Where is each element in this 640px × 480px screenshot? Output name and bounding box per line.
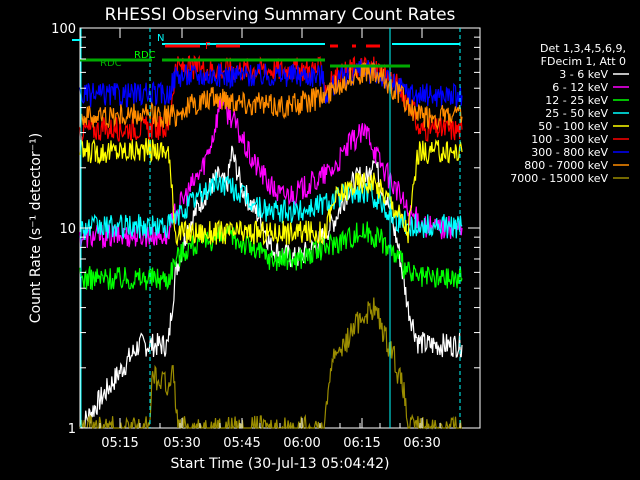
x-axis-label: Start Time (30-Jul-13 05:04:42) bbox=[170, 456, 389, 472]
series-layer bbox=[79, 54, 463, 430]
y-axis-label: Count Rate (s⁻¹ detector⁻¹) bbox=[28, 133, 44, 323]
chart-title: RHESSI Observing Summary Count Rates bbox=[105, 5, 456, 25]
series-line bbox=[79, 221, 463, 291]
axis-layer: 1 10 100 05:15 05:30 05:45 06:00 06:15 06:30 bbox=[51, 22, 480, 451]
series-line bbox=[79, 60, 463, 131]
x-tick-label: 06:30 bbox=[403, 436, 440, 451]
series-line bbox=[79, 145, 463, 429]
x-tick-label: 05:30 bbox=[163, 436, 200, 451]
y-tick-label: 10 bbox=[59, 222, 76, 237]
series-line bbox=[79, 172, 463, 241]
legend-entry: 50 - 100 keV bbox=[538, 120, 608, 133]
flag-label-rdc2: RDC bbox=[100, 58, 122, 69]
flag-label-n: N bbox=[157, 33, 164, 44]
legend-entry: 3 - 6 keV bbox=[559, 68, 608, 81]
series-line bbox=[79, 59, 463, 108]
legend-entry: 300 - 800 keV bbox=[531, 146, 608, 159]
x-tick-label: 06:15 bbox=[343, 436, 380, 451]
flag-label-rdc: RDC bbox=[134, 50, 156, 61]
legend-entry: 800 - 7000 keV bbox=[524, 159, 608, 172]
legend-entry: 6 - 12 keV bbox=[552, 81, 608, 94]
x-tick-label: 06:00 bbox=[283, 436, 320, 451]
legend-entry: 12 - 25 keV bbox=[545, 94, 608, 107]
legend-header: FDecim 1, Att 0 bbox=[541, 55, 626, 68]
series-line bbox=[79, 297, 462, 430]
legend-entry: 25 - 50 keV bbox=[545, 107, 608, 120]
legend-header: Det 1,3,4,5,6,9, bbox=[540, 42, 626, 55]
x-tick-label: 05:45 bbox=[223, 436, 260, 451]
legend: Det 1,3,4,5,6,9,FDecim 1, Att 03 - 6 keV… bbox=[510, 42, 629, 185]
y-tick-label: 100 bbox=[51, 22, 76, 37]
series-line bbox=[79, 137, 463, 247]
x-tick-label: 05:15 bbox=[101, 436, 138, 451]
legend-entry: 7000 - 15000 keV bbox=[510, 172, 608, 185]
legend-entry: 100 - 300 keV bbox=[531, 133, 608, 146]
flag-label-f: F bbox=[205, 41, 211, 52]
y-tick-label: 1 bbox=[68, 422, 76, 437]
